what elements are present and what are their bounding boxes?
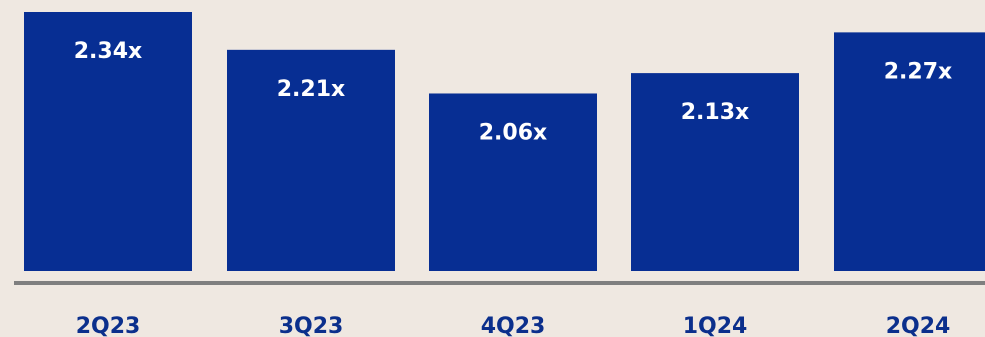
data-labels-group: 2.34x 2.21x 2.06x 2.13x 2.27x (74, 39, 952, 145)
data-label-3Q23: 2.21x (277, 77, 345, 102)
x-tick-label-2Q23: 2Q23 (76, 314, 141, 337)
bar-3Q23 (227, 49, 395, 272)
data-label-2Q23: 2.34x (74, 39, 142, 64)
bar-4Q23 (429, 93, 597, 271)
bar-1Q24 (631, 73, 799, 271)
bar-2Q23 (24, 12, 192, 271)
data-label-2Q24: 2.27x (884, 59, 952, 84)
data-label-4Q23: 2.06x (479, 120, 547, 145)
x-tick-label-4Q23: 4Q23 (481, 314, 546, 337)
x-tick-label-3Q23: 3Q23 (279, 314, 344, 337)
bars-group (24, 12, 985, 272)
x-tick-label-2Q24: 2Q24 (886, 314, 951, 337)
bar-2Q24 (834, 32, 985, 271)
x-tick-labels-group: 2Q23 3Q23 4Q23 1Q24 2Q24 (76, 314, 951, 337)
x-tick-label-1Q24: 1Q24 (683, 314, 748, 337)
data-label-1Q24: 2.13x (681, 100, 749, 125)
